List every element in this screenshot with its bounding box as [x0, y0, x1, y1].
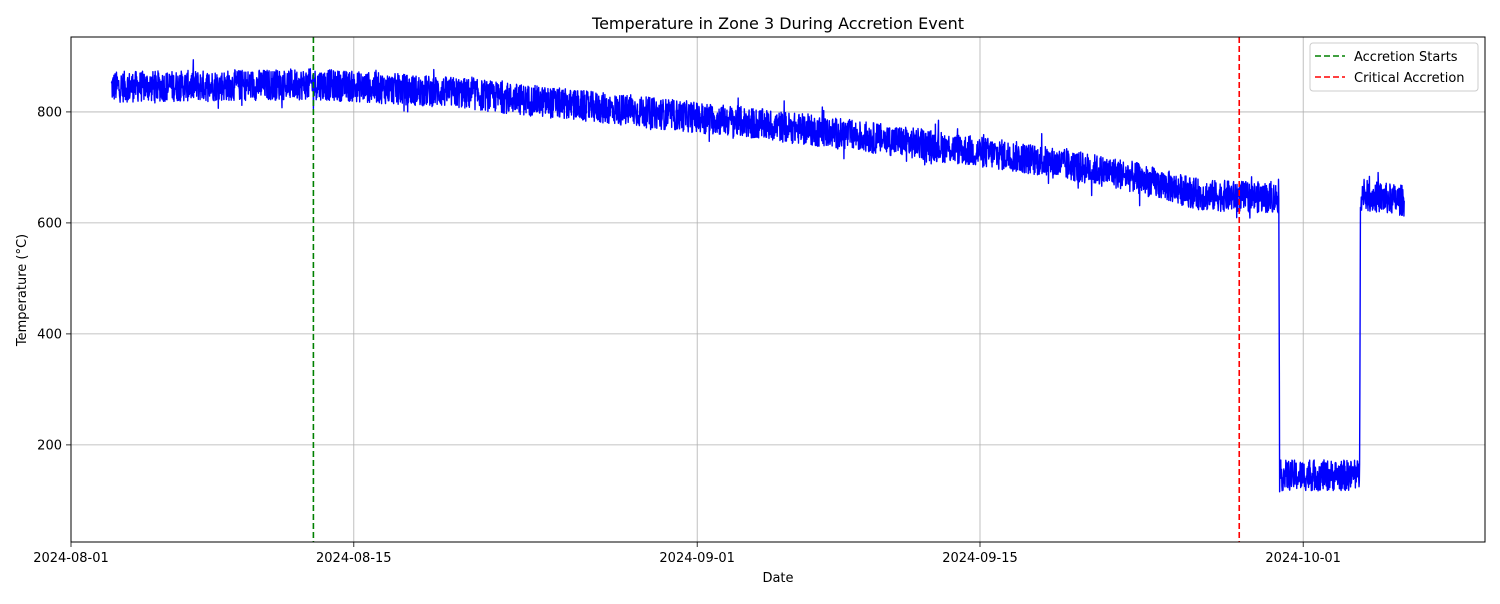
y-axis-label: Temperature (°C): [15, 234, 30, 347]
x-tick-label: 2024-08-01: [33, 551, 109, 566]
x-tick-label: 2024-09-15: [942, 551, 1018, 566]
plot-area: [110, 37, 1405, 542]
axis-ticks: 2024-08-01 2024-08-15 2024-09-01 2024-09-15…: [33, 105, 1341, 566]
x-axis-label: Date: [762, 571, 793, 586]
y-tick-label: 600: [37, 216, 62, 231]
y-tick-label: 400: [37, 327, 62, 342]
legend-label-accretion-starts: Accretion Starts: [1354, 50, 1458, 65]
x-tick-label: 2024-09-01: [659, 551, 735, 566]
temperature-series-line: [110, 59, 1405, 493]
plot-frame: [70, 36, 1486, 543]
y-tick-label: 200: [37, 438, 62, 453]
x-tick-label: 2024-08-15: [316, 551, 392, 566]
x-tick-label: 2024-10-01: [1265, 551, 1341, 566]
y-tick-label: 800: [37, 105, 62, 120]
legend: Accretion Starts Critical Accretion: [1309, 42, 1479, 92]
chart-title: Temperature in Zone 3 During Accretion E…: [591, 14, 964, 33]
legend-box: [1309, 42, 1479, 92]
legend-label-critical-accretion: Critical Accretion: [1354, 71, 1465, 86]
